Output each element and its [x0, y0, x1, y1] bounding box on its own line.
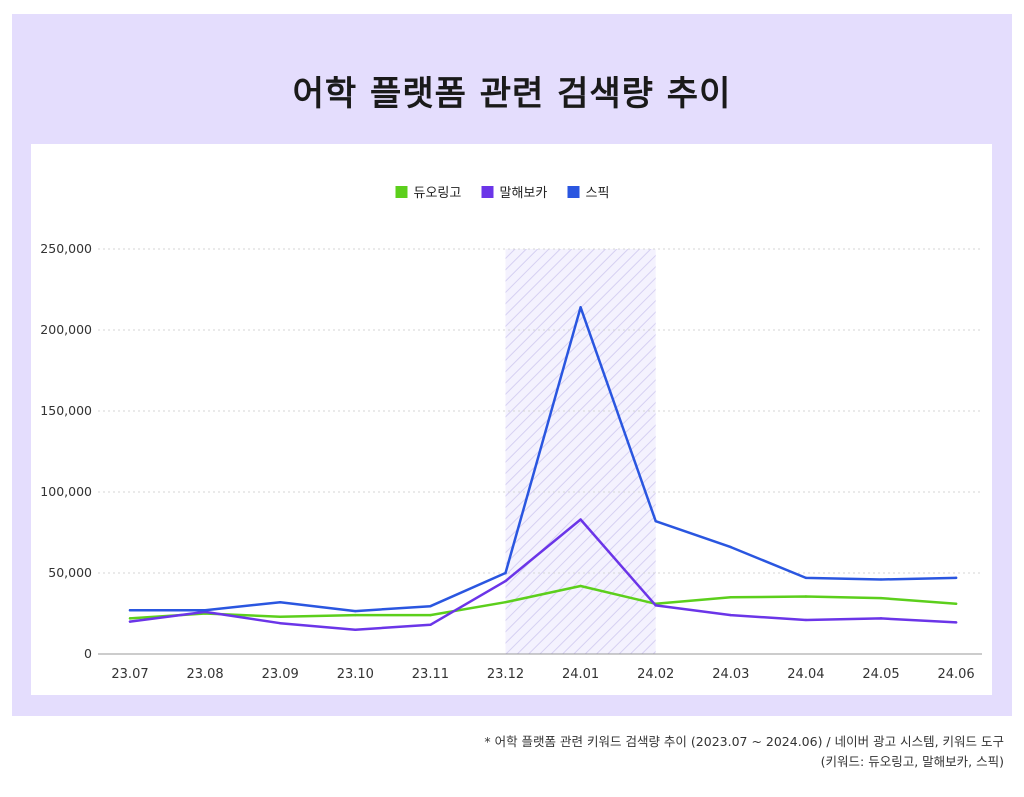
legend-label: 듀오링고	[414, 186, 462, 201]
x-tick-label: 23.10	[337, 667, 374, 682]
data-point	[504, 600, 507, 604]
outer-frame: 어학 플랫폼 관련 검색량 추이 0 50,000 100,000 150,000 20…	[12, 14, 1012, 716]
data-point	[279, 600, 282, 604]
data-point	[579, 584, 582, 588]
y-tick-label: 150,000	[40, 403, 92, 418]
footnote-keywords: (키워드: 듀오링고, 말해보카, 스픽)	[820, 754, 1004, 769]
data-point	[804, 576, 808, 580]
data-point	[128, 617, 132, 620]
legend-swatch-2	[481, 186, 494, 198]
data-point	[504, 571, 507, 575]
data-point	[279, 622, 282, 625]
x-tick-label: 23.07	[111, 667, 148, 682]
data-point	[954, 602, 958, 605]
data-point	[354, 628, 357, 631]
page-title: 어학 플랫폼 관련 검색량 추이	[292, 74, 732, 114]
data-point	[879, 617, 883, 620]
data-point	[203, 609, 207, 612]
data-point	[654, 519, 657, 523]
data-point	[429, 605, 432, 608]
data-point	[879, 596, 883, 600]
x-tick-label: 23.12	[487, 667, 524, 682]
legend-swatch-3	[567, 186, 580, 198]
x-tick-label: 24.03	[712, 667, 749, 682]
y-tick-label: 0	[84, 646, 92, 661]
data-point	[128, 609, 132, 612]
x-tick-label: 24.02	[637, 667, 674, 682]
data-point	[128, 620, 132, 623]
data-point	[429, 613, 432, 617]
data-point	[354, 609, 357, 613]
y-tick-label: 50,000	[48, 565, 92, 580]
data-point	[729, 596, 732, 599]
y-tick-label: 250,000	[40, 241, 92, 256]
legend-label: 스픽	[586, 186, 610, 201]
series-line-3	[128, 306, 958, 613]
data-point	[279, 615, 282, 618]
data-point	[504, 579, 507, 583]
data-point	[579, 306, 582, 309]
data-point	[729, 613, 732, 617]
data-point	[804, 618, 808, 622]
data-point	[954, 621, 958, 624]
data-point	[954, 576, 958, 580]
data-point	[879, 578, 883, 581]
x-tick-label: 24.06	[937, 667, 974, 682]
data-point	[804, 595, 808, 598]
x-tick-label: 23.09	[262, 667, 299, 682]
y-tick-label: 200,000	[40, 322, 92, 337]
x-tick-label: 24.04	[787, 667, 824, 682]
x-tick-label: 23.11	[412, 667, 449, 682]
line-chart: 0 50,000 100,000 150,000 200,000 250,000 23.0…	[40, 186, 982, 682]
footnote-source: * 어학 플랫폼 관련 키워드 검색량 추이 (2023.07 ~ 2024.0…	[484, 734, 1004, 749]
y-tick-label: 100,000	[40, 484, 92, 499]
series-line-1	[128, 584, 958, 620]
data-point	[354, 613, 357, 617]
legend-swatch-1	[395, 186, 408, 198]
data-point	[579, 518, 582, 521]
data-point	[729, 545, 732, 549]
x-tick-label: 23.08	[186, 667, 223, 682]
x-tick-label: 24.01	[562, 667, 599, 682]
x-tick-label: 24.05	[862, 667, 899, 682]
data-point	[654, 604, 657, 607]
data-point	[429, 623, 432, 627]
legend-label: 말해보카	[500, 186, 548, 201]
chart-panel: 0 50,000 100,000 150,000 200,000 250,000 23.0…	[31, 144, 992, 695]
series-line-2	[128, 518, 958, 631]
